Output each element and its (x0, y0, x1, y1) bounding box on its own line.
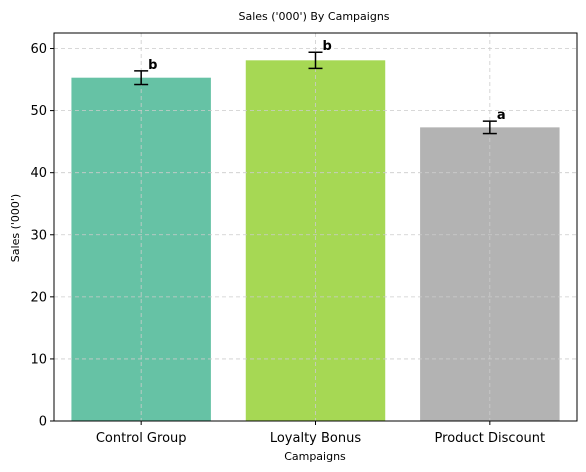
significance-label: b (323, 39, 332, 54)
plot-area: b b a 0 10 20 30 40 50 60 Control Group Loyalty Bon… (30, 32, 578, 446)
y-tick-label: 20 (30, 290, 47, 305)
y-tick-label: 60 (30, 42, 47, 57)
y-axis-title: Sales ('000') (9, 194, 22, 262)
significance-label: b (148, 58, 157, 73)
y-tick-label: 10 (30, 352, 47, 367)
y-tick-label: 40 (30, 166, 47, 181)
x-tick-label: Loyalty Bonus (270, 431, 362, 446)
x-axis-title: Campaigns (284, 450, 346, 463)
x-tick-label: Product Discount (435, 431, 546, 446)
significance-label: a (497, 108, 506, 123)
y-tick-label: 0 (39, 415, 47, 430)
y-tick-label: 30 (30, 228, 47, 243)
chart-title: Sales ('000') By Campaigns (238, 10, 389, 23)
bar (245, 60, 386, 422)
x-tick-label: Control Group (96, 431, 187, 446)
y-tick-label: 50 (30, 104, 47, 119)
